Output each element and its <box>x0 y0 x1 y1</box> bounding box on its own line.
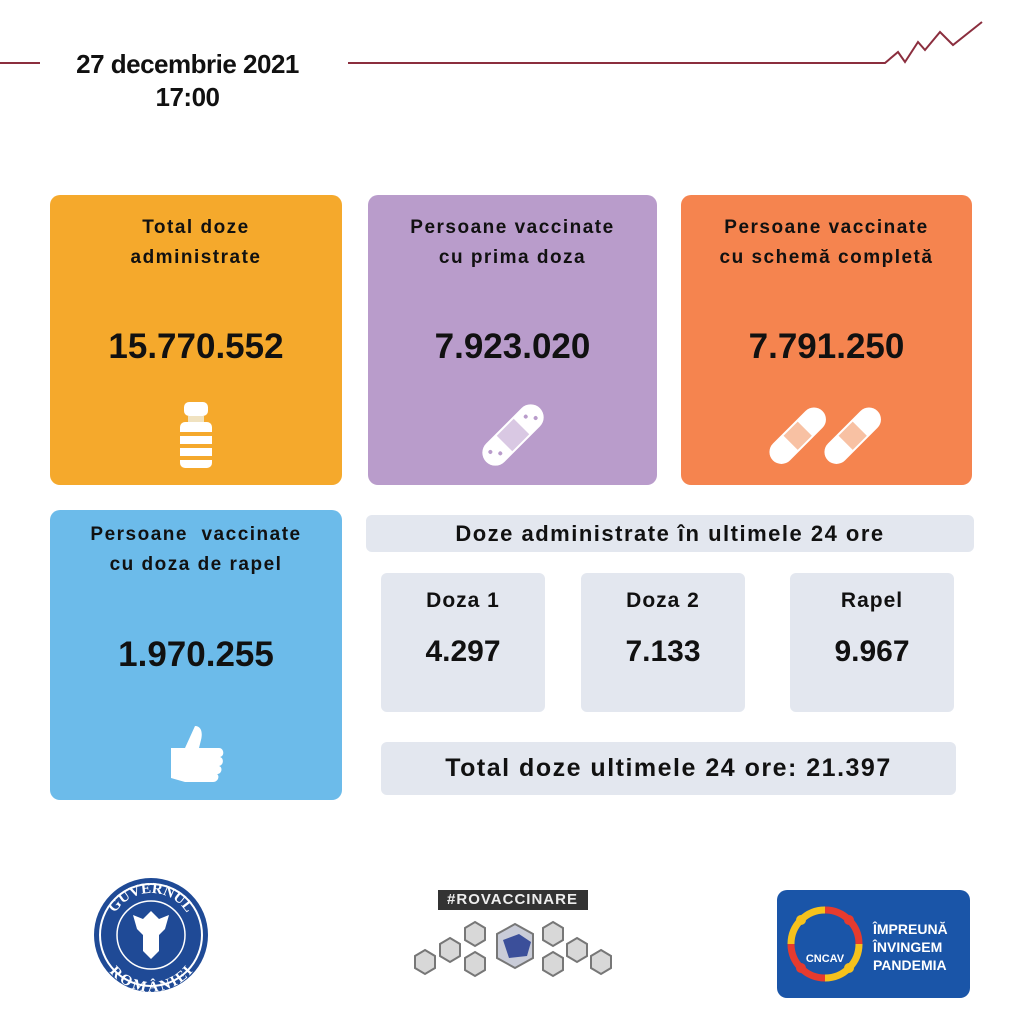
dose-value: 9.967 <box>834 635 910 668</box>
header-trend-line <box>0 21 983 64</box>
last24-total: Total doze ultimele 24 ore: 21.397 <box>381 742 956 795</box>
card-subtitle: cu prima doza <box>438 247 587 268</box>
rovaccinare-hashtag: #ROVACCINARE <box>437 890 588 910</box>
card-title: Persoane vaccinate <box>410 217 615 238</box>
last24-booster: Rapel 9.967 <box>790 573 954 712</box>
vaccine-vial-icon <box>180 402 212 468</box>
card-subtitle: cu schemă completă <box>719 247 934 268</box>
svg-text:CNCAV: CNCAV <box>806 953 845 965</box>
dose-value: 4.297 <box>425 635 501 668</box>
card-full-scheme: Persoane vaccinate cu schemă completă 7.7… <box>681 195 972 485</box>
cncav-line3: PANDEMIA <box>873 957 947 973</box>
thumbs-up-icon <box>171 726 224 782</box>
cncav-logo: CNCAV ÎMPREUNĂ ÎNVINGEM PANDEMIA <box>777 890 970 998</box>
bandage-icon <box>481 404 544 466</box>
card-first-dose: Persoane vaccinate cu prima doza 7.923.02… <box>368 195 657 485</box>
rovaccinare-logo: #ROVACCINARE <box>405 890 620 980</box>
card-value: 7.791.250 <box>748 327 905 366</box>
card-subtitle: administrate <box>130 247 262 268</box>
card-value: 7.923.020 <box>434 327 591 366</box>
card-title: Persoane vaccinate <box>724 217 929 238</box>
cncav-circle-icon: CNCAV <box>787 906 863 982</box>
card-value: 1.970.255 <box>118 635 274 674</box>
card-title: Total doze <box>142 217 250 238</box>
card-title: Persoane vaccinate <box>90 524 302 545</box>
dose-value: 7.133 <box>625 635 701 668</box>
last24-dose1: Doza 1 4.297 <box>381 573 545 712</box>
hexagon-icons <box>414 920 612 978</box>
report-date: 27 decembrie 2021 <box>76 49 299 79</box>
government-seal-logo: GUVERNUL ROMÂNIEI <box>94 878 208 994</box>
card-total-doses: Total doze administrate 15.770.552 <box>50 195 342 485</box>
cncav-line1: ÎMPREUNĂ <box>873 921 948 937</box>
dose-label: Rapel <box>840 589 904 612</box>
card-booster: Persoane vaccinate cu doza de rapel 1.970… <box>50 510 342 800</box>
dose-label: Doza 2 <box>626 589 700 612</box>
report-datetime: 27 decembrie 2021 17:00 <box>40 48 335 114</box>
cncav-line2: ÎNVINGEM <box>873 939 943 955</box>
two-bandages-icon <box>768 407 881 464</box>
dose-label: Doza 1 <box>426 589 500 612</box>
last24-heading: Doze administrate în ultimele 24 ore <box>366 515 974 552</box>
card-value: 15.770.552 <box>108 327 284 366</box>
report-time: 17:00 <box>155 82 221 112</box>
last24-dose2: Doza 2 7.133 <box>581 573 745 712</box>
card-subtitle: cu doza de rapel <box>109 554 283 575</box>
